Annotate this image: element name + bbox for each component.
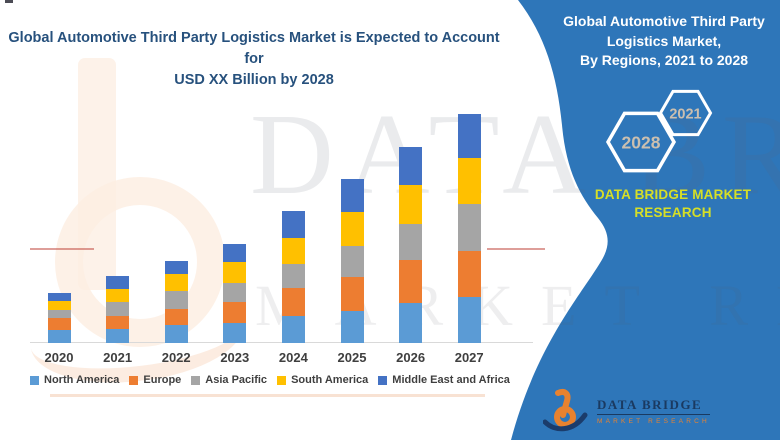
watermark-red-line-left	[30, 248, 94, 250]
corner-speck	[5, 0, 13, 3]
x-tick-label-2026: 2026	[396, 350, 426, 365]
side-panel-brand-line2: RESEARCH	[634, 205, 712, 220]
bar-2023-asia-pacific	[223, 283, 247, 302]
bar-2023	[223, 244, 247, 343]
bar-2025-europe	[340, 277, 364, 311]
bar-2025-south-america	[340, 212, 364, 246]
bar-2026-europe	[399, 260, 423, 303]
side-panel-title-line3: By Regions, 2021 to 2028	[579, 52, 749, 68]
watermark-red-line-right	[487, 248, 545, 250]
bar-2021	[106, 276, 130, 343]
bar-2020-middle-east-and-africa	[47, 293, 71, 301]
x-tick-label-2022: 2022	[161, 350, 191, 365]
bar-2021-europe	[106, 316, 130, 329]
bar-2025-middle-east-and-africa	[340, 179, 364, 212]
bar-2026	[399, 147, 423, 343]
bar-2027-middle-east-and-africa	[457, 114, 481, 158]
bar-2022-middle-east-and-africa	[164, 261, 188, 274]
legend-swatch-asia-pacific	[191, 375, 201, 385]
bar-2024-middle-east-and-africa	[281, 211, 305, 238]
logo-swoosh	[543, 412, 588, 432]
bar-2021-asia-pacific	[106, 302, 130, 316]
legend-item-north-america: North America	[30, 374, 119, 386]
bar-2025-north-america	[340, 311, 364, 343]
footer-brand-subtitle: MARKET RESEARCH	[597, 418, 710, 425]
side-panel-title: Global Automotive Third Party Logistics …	[552, 12, 776, 71]
footer-brand-name: DATA BRIDGE	[597, 397, 710, 415]
footer-logo-text: DATA BRIDGE MARKET RESEARCH	[597, 397, 710, 425]
legend-swatch-middle-east-and-africa	[378, 375, 388, 385]
bar-2020-asia-pacific	[47, 310, 71, 318]
side-panel-brand: DATA BRIDGE MARKET RESEARCH	[570, 186, 776, 222]
chart-legend: North America Europe Asia Pacific South Ame…	[30, 374, 510, 386]
footer-logo: DATA BRIDGE MARKET RESEARCH	[543, 388, 710, 434]
bar-2026-middle-east-and-africa	[399, 147, 423, 185]
bar-2023-middle-east-and-africa	[223, 244, 247, 262]
side-panel-title-line1: Global Automotive Third Party	[563, 13, 765, 29]
x-tick-label-2020: 2020	[44, 350, 74, 365]
bar-2020-north-america	[47, 330, 71, 343]
legend-item-south-america: South America	[277, 374, 368, 386]
side-panel-shape	[511, 0, 780, 440]
bar-2027-asia-pacific	[457, 204, 481, 251]
bar-2020	[47, 293, 71, 343]
legend-label-south-america: South America	[291, 374, 369, 386]
bar-2022-south-america	[164, 274, 188, 291]
x-tick-label-2023: 2023	[220, 350, 250, 365]
bar-2024-asia-pacific	[281, 264, 305, 288]
bar-2024-south-america	[281, 238, 305, 264]
watermark-bottom-stripe	[50, 394, 485, 397]
bar-2024-north-america	[281, 316, 305, 343]
bar-2024-europe	[281, 288, 305, 316]
bar-2023-south-america	[223, 262, 247, 283]
bar-2020-south-america	[47, 301, 71, 310]
legend-label-north-america: North America	[44, 374, 120, 386]
side-panel-title-line2: Logistics Market,	[606, 32, 722, 49]
legend-swatch-north-america	[30, 375, 39, 385]
bar-2020-europe	[47, 318, 71, 330]
bar-2023-europe	[223, 302, 247, 323]
legend-item-asia-pacific: Asia Pacific	[191, 374, 267, 386]
legend-label-asia-pacific: Asia Pacific	[205, 374, 268, 386]
legend-item-europe: Europe	[129, 374, 181, 386]
bar-2026-north-america	[399, 303, 423, 343]
logo-b-bowl	[554, 406, 576, 428]
bar-2021-north-america	[106, 329, 130, 343]
legend-label-europe: Europe	[143, 374, 182, 386]
x-axis-line	[30, 342, 533, 343]
legend-swatch-south-america	[277, 375, 287, 385]
bar-2025	[340, 179, 364, 343]
bar-2027-south-america	[457, 158, 481, 204]
bar-2021-south-america	[106, 289, 130, 302]
side-panel-brand-line1: DATA BRIDGE MARKET	[594, 187, 752, 202]
bar-2022	[164, 261, 188, 343]
bar-2026-south-america	[399, 185, 423, 224]
logo-b-stem	[555, 389, 571, 418]
bar-2025-asia-pacific	[340, 246, 364, 277]
data-bridge-logo-icon	[543, 389, 588, 432]
bar-2022-north-america	[164, 325, 188, 343]
legend-item-middle-east-and-africa: Middle East and Africa	[378, 374, 510, 386]
x-tick-label-2027: 2027	[454, 350, 484, 365]
legend-swatch-europe	[129, 375, 139, 385]
x-tick-label-2024: 2024	[278, 350, 308, 365]
page-title-line1: Global Automotive Third Party Logistics …	[8, 30, 500, 67]
bar-2022-europe	[164, 309, 188, 325]
bar-2023-north-america	[223, 323, 247, 343]
bar-2026-asia-pacific	[399, 224, 423, 260]
x-tick-label-2021: 2021	[103, 350, 133, 365]
bar-2022-asia-pacific	[164, 291, 188, 309]
legend-label-middle-east-and-africa: Middle East and Africa	[392, 374, 510, 386]
page-title-line2: USD XX Billion by 2028	[174, 72, 334, 88]
bar-2024	[281, 211, 305, 343]
page-title: Global Automotive Third Party Logistics …	[8, 28, 500, 91]
x-tick-label-2025: 2025	[337, 350, 367, 365]
bar-2027-north-america	[457, 297, 481, 343]
bar-2027-europe	[457, 251, 481, 297]
bar-2021-middle-east-and-africa	[106, 276, 130, 289]
bar-2027	[457, 114, 481, 343]
